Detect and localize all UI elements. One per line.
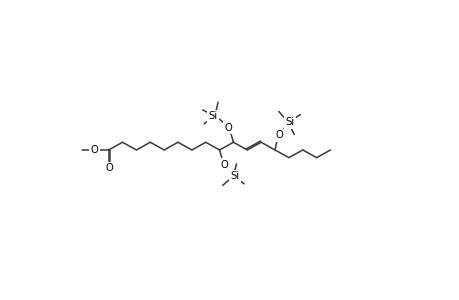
- Text: O: O: [106, 164, 113, 173]
- Text: Si: Si: [285, 117, 294, 127]
- Text: Si: Si: [230, 171, 239, 181]
- Text: O: O: [275, 130, 283, 140]
- Text: O: O: [91, 145, 99, 155]
- Text: O: O: [224, 123, 231, 133]
- Text: Si: Si: [208, 111, 218, 121]
- Text: O: O: [220, 160, 228, 170]
